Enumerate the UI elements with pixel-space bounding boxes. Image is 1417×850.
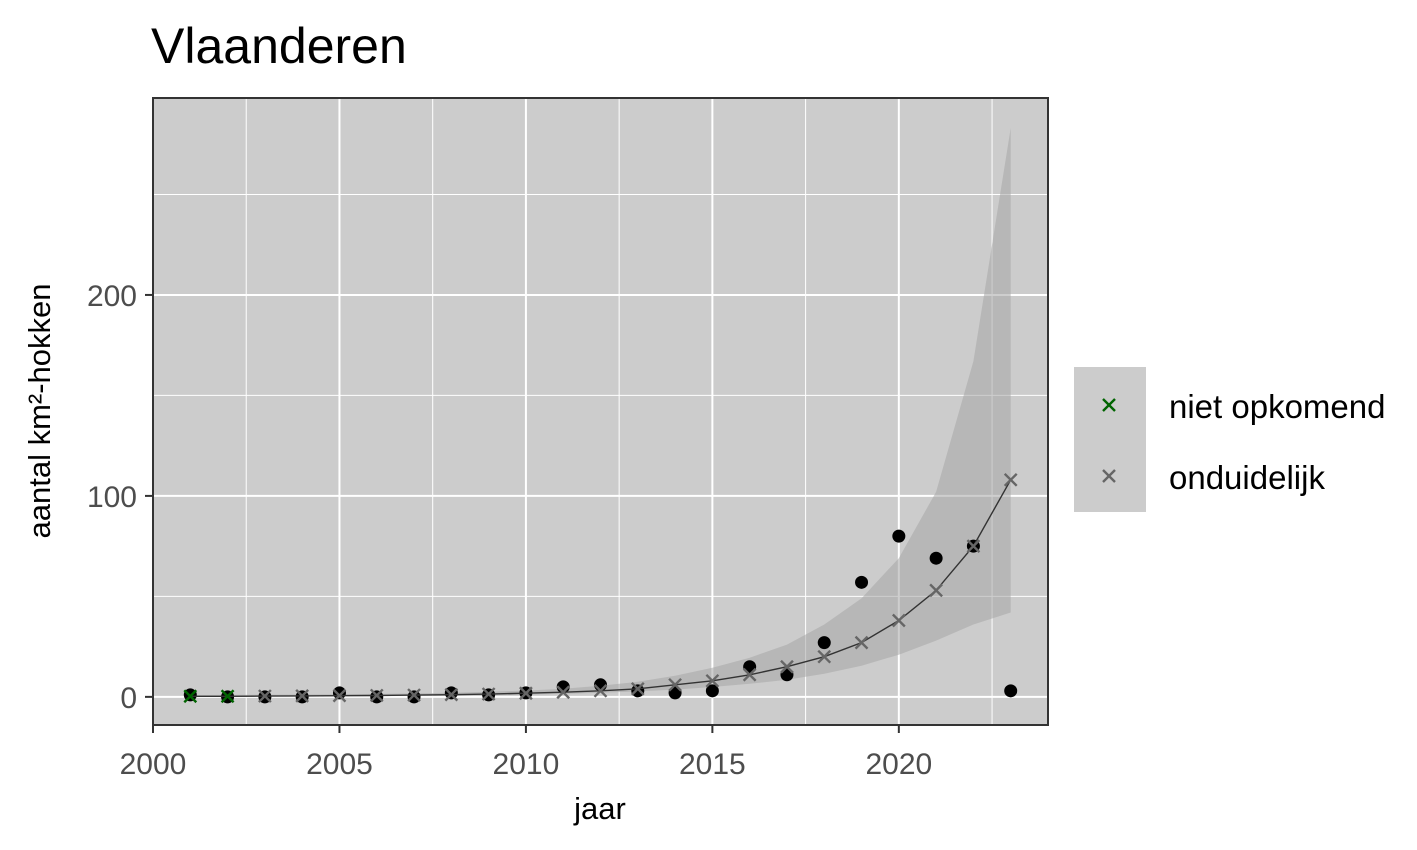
cross-stroke [183,689,198,704]
y-axis: 0 100 200 [87,280,153,715]
trend-marker [891,613,906,628]
trend-marker [369,688,384,703]
legend-cross [1102,469,1116,483]
legend-label-onduidelijk: onduidelijk [1169,459,1325,496]
y-tick-label: 100 [87,481,137,514]
cross-stroke [481,687,496,701]
cross-stroke [780,659,794,674]
trend-marker [668,677,682,692]
cross-stroke [407,688,421,702]
cross-stroke [295,689,310,703]
x-tick-label: 2015 [679,748,746,781]
observed-point [407,690,421,704]
cross-stroke [220,689,235,704]
cross-stroke [556,685,571,700]
x-axis-label: jaar [573,791,626,826]
cross-stroke [519,686,533,701]
y-tick-label: 0 [120,682,137,715]
cross-stroke [369,688,384,703]
trend-marker [966,539,981,553]
x-tick-label: 2010 [493,748,560,781]
cross-stroke [1102,398,1116,412]
trend-marker [854,635,869,650]
observed-point [444,686,458,700]
confidence-ribbon [190,128,1011,697]
cross-stroke [705,673,720,688]
trend-marker [481,687,496,701]
trend-marker [332,688,347,703]
cross-stroke [817,649,832,664]
y-axis-label: aantal km²-hokken [22,283,57,538]
cross-stroke [258,689,272,703]
trend-marker [742,667,757,682]
cross-stroke [668,677,682,692]
cross-stroke [854,635,869,650]
cross-stroke [742,667,757,682]
legend-key-background [1074,367,1146,512]
cross-stroke [630,681,645,696]
observed-point [892,529,906,543]
observed-point [705,684,719,698]
trend-marker [780,659,794,674]
observed-point [631,684,645,698]
observed-point [817,636,831,650]
trend-marker [444,687,459,702]
cross-stroke [929,583,943,598]
x-tick-label: 2005 [306,748,373,781]
trend-marker [295,689,310,703]
legend-label-niet-opkomend: niet opkomend [1169,388,1385,425]
observed-point [1004,684,1018,698]
x-axis: 2000 2005 2010 2015 2020 [120,725,932,781]
x-tick-label: 2020 [865,748,932,781]
trend-marker [929,583,943,598]
trend-marker [519,686,533,701]
observed-point [855,575,869,589]
cross-stroke [891,613,906,628]
legend-key-niet-opkomend [1102,398,1116,412]
x-tick-label: 2000 [120,748,187,781]
cross-stroke [332,688,347,703]
panel-border [152,97,1049,726]
cross-stroke [444,687,459,702]
trend-marker [630,681,645,696]
trend-marker [1003,472,1018,487]
trend-marker [556,685,571,700]
trend-marker [593,683,608,698]
cross-stroke [1003,472,1018,487]
observed-point [332,686,346,700]
legend-key-onduidelijk [1102,469,1116,483]
trend-marker [705,673,720,688]
cross-stroke [966,539,981,553]
trend-marker [220,689,235,704]
cross-stroke [1102,469,1116,483]
y-tick-label: 200 [87,280,137,313]
cross-stroke [593,683,608,698]
legend: niet opkomend onduidelijk [1074,367,1385,512]
observed-point [929,551,943,565]
trend-marker [407,688,421,702]
trend-marker [817,649,832,664]
chart-title: Vlaanderen [151,18,407,74]
trend-markers [183,472,1018,704]
trend-marker [258,689,272,703]
legend-cross [1102,398,1116,412]
trend-marker [183,689,198,704]
